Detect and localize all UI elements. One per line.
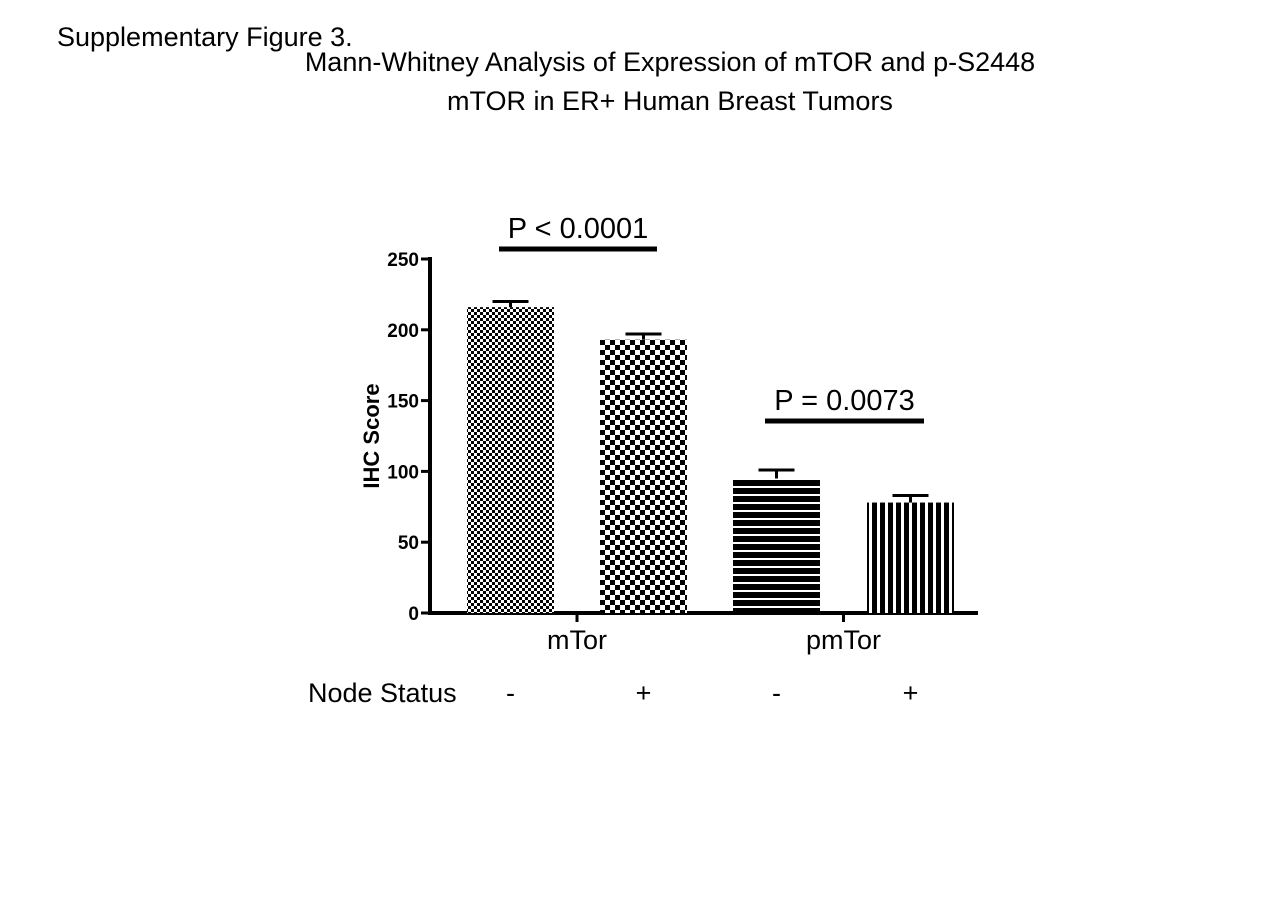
y-tick-label: 0	[408, 604, 419, 625]
node-status-value: -	[506, 678, 515, 708]
x-tick-label: mTor	[547, 625, 607, 655]
p-value-label: P = 0.0073	[774, 385, 915, 417]
node-status-value: +	[636, 678, 652, 708]
node-status-value: +	[903, 678, 919, 708]
y-tick-label: 100	[387, 462, 419, 483]
node-status-label: Node Status	[308, 678, 457, 708]
y-tick-label: 250	[387, 250, 419, 271]
p-value-label: P < 0.0001	[508, 213, 649, 245]
bar-mtor-node-neg	[467, 307, 554, 613]
figure-label: Supplementary Figure 3.	[57, 22, 353, 52]
y-axis-label: IHC Score	[359, 383, 384, 488]
bar-pmtor-node-pos	[867, 502, 954, 613]
bar-mtor-node-pos	[600, 339, 687, 613]
chart-title: Mann-Whitney Analysis of Expression of m…	[304, 47, 1036, 116]
x-tick-label: pmTor	[806, 625, 881, 655]
y-tick-label: 50	[398, 533, 419, 554]
bar-pmtor-node-neg	[733, 478, 820, 613]
y-tick-label: 200	[387, 321, 419, 342]
y-tick-label: 150	[387, 392, 419, 413]
node-status-value: -	[772, 678, 781, 708]
